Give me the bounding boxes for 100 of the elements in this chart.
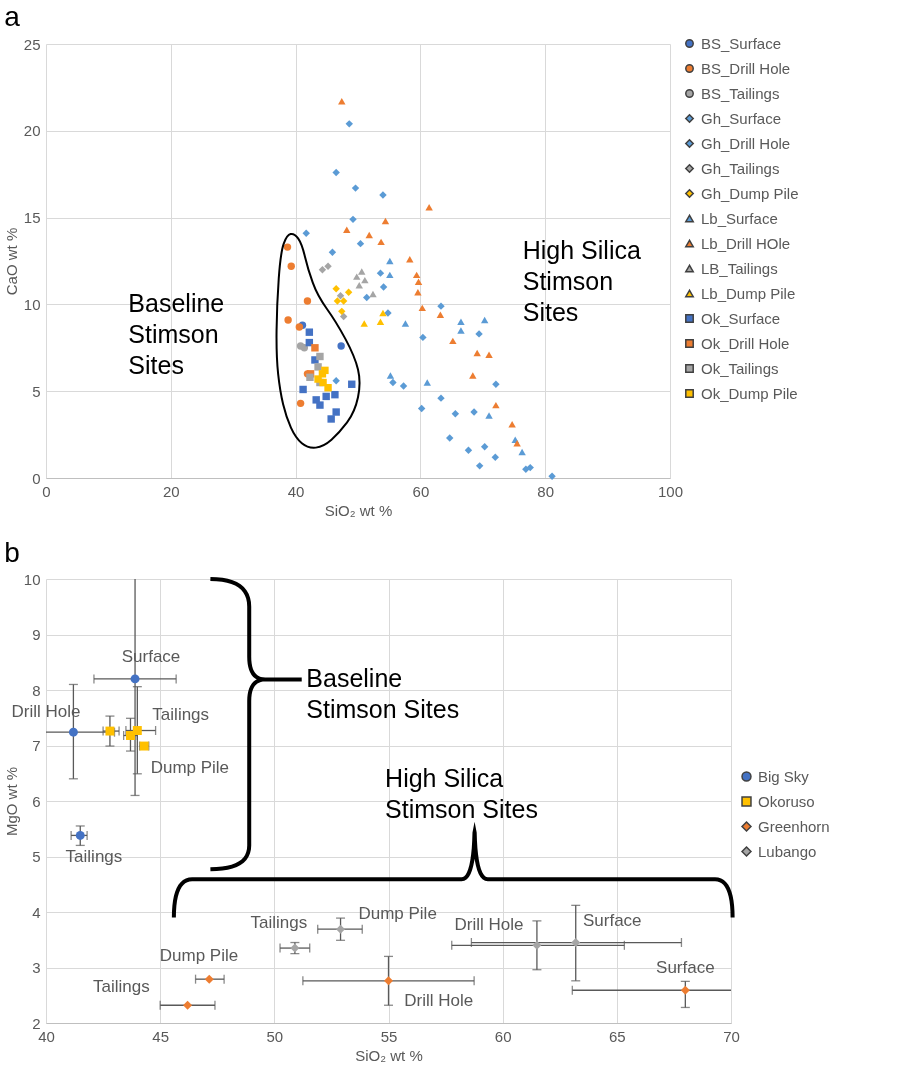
point (492, 380, 500, 388)
point (412, 271, 421, 279)
point (351, 184, 360, 192)
point (485, 351, 493, 358)
y-axis-title: CaO wt % (2, 227, 20, 296)
x-axis-title: SiO₂ wt % (355, 1046, 423, 1064)
point (386, 271, 394, 279)
point (296, 399, 305, 408)
point (306, 373, 314, 382)
point (369, 290, 377, 298)
point (318, 265, 327, 274)
point (337, 342, 345, 350)
point (358, 268, 366, 275)
point (331, 390, 339, 399)
annotation: Tailings (93, 976, 150, 996)
legend-label: Lb_Dump Pile (701, 284, 796, 302)
point (333, 297, 342, 305)
point (353, 273, 361, 280)
point (363, 293, 371, 302)
annotation: High Silica Stimson Sites (385, 763, 538, 823)
y-tick-label: 10 (23, 570, 41, 588)
annotation: Dump Pile (159, 946, 239, 966)
point (332, 377, 340, 385)
point (386, 257, 394, 265)
point (485, 412, 493, 419)
y-tick-label: 9 (32, 626, 41, 643)
point (328, 248, 337, 257)
y-tick-label: 4 (32, 903, 41, 921)
point (132, 726, 142, 735)
point (475, 462, 484, 470)
point (480, 443, 489, 451)
point (344, 288, 353, 296)
legend-label: Big Sky (758, 767, 810, 785)
point (332, 408, 340, 416)
point (296, 342, 305, 350)
x-tick-label: 100 (657, 482, 684, 500)
point (457, 327, 465, 334)
y-tick-label: 20 (23, 122, 41, 140)
legend-label: Lb_Surface (701, 209, 778, 227)
point (75, 830, 85, 840)
legend-label: Ok_Dump Pile (701, 384, 798, 402)
point (299, 385, 307, 394)
point (302, 229, 310, 237)
point (332, 168, 340, 177)
legend-label: Gh_Dump Pile (701, 184, 799, 202)
y-tick-label: 5 (32, 382, 41, 400)
point (284, 316, 292, 324)
annotation: Baseline Stimson Sites (128, 289, 225, 380)
legend-label: Gh_Surface (701, 109, 782, 127)
point (401, 320, 410, 327)
x-tick-label: 60 (494, 1027, 512, 1045)
point (414, 278, 423, 286)
point (130, 674, 140, 684)
point (355, 282, 363, 289)
point (379, 283, 388, 291)
annotation: Tailings (152, 704, 210, 724)
x-tick-label: 60 (412, 482, 430, 500)
point (204, 974, 214, 984)
y-tick-label: 10 (23, 295, 41, 313)
point (386, 372, 395, 379)
point (343, 226, 351, 233)
point (349, 215, 357, 224)
legend-label: Ok_Tailings (701, 359, 779, 377)
legend-label: Gh_Tailings (701, 159, 780, 177)
annotation: Drill Hole (404, 990, 474, 1010)
point (680, 985, 690, 995)
point (339, 297, 348, 305)
y-tick-label: 0 (32, 469, 41, 487)
point (339, 312, 348, 321)
point (449, 337, 457, 345)
point (332, 285, 340, 293)
y-tick-label: 6 (32, 792, 41, 810)
point (338, 307, 346, 316)
point (491, 453, 499, 461)
x-tick-label: 70 (723, 1027, 740, 1045)
legend-label: Lb_Drill HOle (701, 234, 791, 252)
point (526, 463, 534, 472)
point (287, 262, 295, 270)
x-tick-label: 55 (380, 1027, 398, 1045)
x-tick-label: 40 (38, 1027, 55, 1045)
y-tick-label: 15 (23, 209, 41, 227)
point (389, 378, 397, 387)
point (336, 924, 346, 934)
point (418, 304, 426, 312)
point (361, 276, 369, 284)
point (457, 318, 465, 325)
legend-label: Gh_Drill Hole (701, 134, 791, 152)
legend-label: Lubango (758, 842, 817, 860)
x-tick-label: 65 (608, 1027, 626, 1045)
point (377, 238, 385, 246)
x-tick-label: 20 (162, 482, 180, 500)
point (419, 333, 427, 342)
point (316, 401, 324, 409)
point (345, 120, 353, 128)
point (305, 328, 314, 336)
point (473, 349, 481, 357)
point (322, 392, 330, 401)
point (464, 446, 473, 454)
point (571, 938, 581, 947)
legend-label: BS_Surface (701, 34, 782, 52)
